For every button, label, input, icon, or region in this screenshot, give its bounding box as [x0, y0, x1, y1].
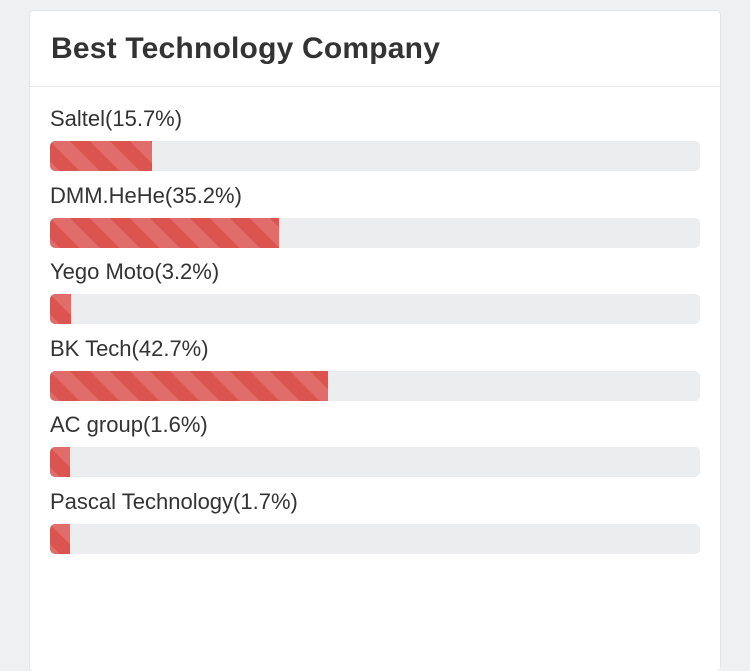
progress-track: [50, 217, 700, 248]
panel-header: Best Technology Company: [30, 11, 720, 87]
progress-fill: [50, 370, 328, 401]
result-row-ac-group: AC group(1.6%): [50, 411, 700, 488]
progress-fill: [50, 141, 153, 171]
progress-fill: [50, 294, 71, 324]
result-label: BK Tech(42.7%): [50, 335, 209, 361]
progress-track: [50, 447, 700, 477]
progress-track: [50, 370, 700, 401]
panel-body: Saltel(15.7%) DMM.HeHe(35.2%) Yego Moto(…: [30, 87, 720, 564]
result-label: AC group(1.6%): [50, 412, 208, 437]
result-row-bk-tech: BK Tech(42.7%): [50, 335, 700, 412]
poll-panel: Best Technology Company Saltel(15.7%) DM…: [30, 11, 720, 671]
progress-track: [50, 141, 700, 171]
result-label: Pascal Technology(1.7%): [50, 488, 298, 514]
panel-title: Best Technology Company: [51, 31, 441, 65]
result-row-pascal-technology: Pascal Technology(1.7%): [50, 488, 700, 565]
progress-track: [50, 523, 700, 554]
result-row-saltel: Saltel(15.7%): [50, 105, 700, 182]
progress-track: [50, 294, 700, 324]
progress-fill: [50, 447, 70, 477]
result-label: DMM.HeHe(35.2%): [50, 182, 242, 208]
result-row-dmm-hehe: DMM.HeHe(35.2%): [50, 182, 700, 259]
result-label: Saltel(15.7%): [50, 106, 183, 131]
progress-fill: [50, 523, 70, 554]
result-label: Yego Moto(3.2%): [50, 259, 220, 284]
progress-fill: [50, 217, 279, 248]
result-row-yego-moto: Yego Moto(3.2%): [50, 258, 700, 335]
